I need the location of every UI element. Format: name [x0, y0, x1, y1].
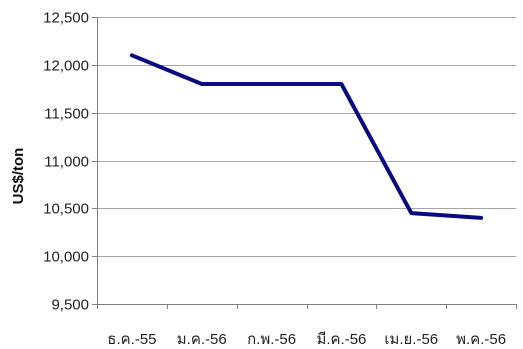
- axes: [97, 17, 517, 309]
- x-tick-label: ก.พ.-56: [247, 331, 296, 348]
- x-tick-label: ม.ค.-56: [177, 331, 227, 348]
- y-tick-label: 9,500: [51, 297, 89, 314]
- x-tick-label: พ.ค.-56: [456, 331, 506, 348]
- y-tick-label: 12,500: [43, 10, 89, 27]
- y-tick-label: 11,500: [44, 106, 89, 123]
- series-line: [129, 53, 484, 220]
- x-tick-label: มี.ค.-56: [316, 331, 366, 348]
- series-lines: [129, 53, 484, 220]
- y-tick-label: 10,000: [43, 249, 89, 266]
- y-tick-label: 12,000: [43, 58, 89, 75]
- x-tick-labels: ธ.ค.-55 ม.ค.-56 ก.พ.-56 มี.ค.-56 เม.ย.-56 พ.ค…: [107, 331, 506, 348]
- x-tick-label: เม.ย.-56: [384, 331, 438, 348]
- y-tick-labels: 9,500 10,000 10,500 11,000 11,500 12,000 12,50…: [43, 10, 97, 314]
- y-tick-label: 10,500: [43, 201, 89, 218]
- y-tick-label: 11,000: [44, 154, 89, 171]
- gridlines: [97, 17, 516, 257]
- y-axis-title: US$/ton: [10, 148, 27, 205]
- x-tick-label: ธ.ค.-55: [107, 331, 156, 348]
